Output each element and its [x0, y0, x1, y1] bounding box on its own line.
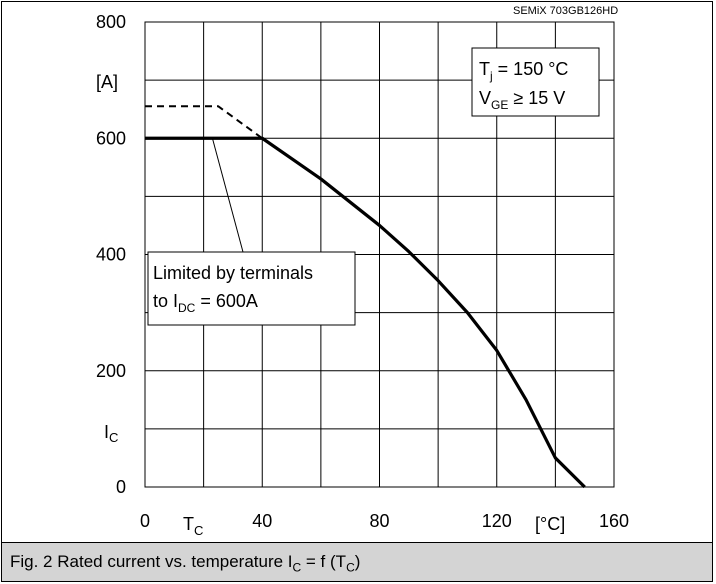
y-axis-symbol: IC — [104, 422, 118, 445]
x-tick-label: 40 — [252, 511, 272, 531]
caption-sub-2: C — [346, 560, 355, 575]
x-tick-label: 160 — [599, 511, 629, 531]
y-axis-symbol-sub: C — [109, 430, 118, 445]
series-line-solid — [145, 136, 586, 489]
conditions-line-2: VGE ≥ 15 V — [479, 88, 565, 112]
annot-rest: = 600A — [195, 291, 258, 311]
annotation-pointer — [211, 138, 244, 253]
annot-sub: DC — [178, 301, 196, 315]
vge-rest: ≥ 15 V — [508, 88, 565, 108]
y-tick-label: 200 — [96, 361, 126, 381]
conditions-box-frame — [471, 47, 600, 117]
figure-caption: Fig. 2 Rated current vs. temperature IC … — [10, 552, 360, 574]
model-label: SEMiX 703GB126HD — [513, 5, 618, 17]
annot-prefix: to I — [153, 291, 178, 311]
caption-sub-1: C — [292, 560, 302, 575]
chart: 0 40 80 120 160 0 200 400 600 800 SEMiX 703GB126… — [96, 5, 629, 538]
x-tick-label: 0 — [140, 511, 150, 531]
y-tick-label: 600 — [96, 128, 126, 148]
x-axis-unit: [°C] — [535, 514, 565, 534]
tj-main: T — [479, 59, 490, 79]
caption-bar: Fig. 2 Rated current vs. temperature IC … — [1, 542, 713, 582]
y-tick-labels: 0 200 400 600 800 — [96, 12, 126, 497]
x-axis-symbol: TC — [183, 514, 203, 538]
y-tick-label: 0 — [116, 477, 126, 497]
y-tick-label: 400 — [96, 245, 126, 265]
conditions-line-1: Tj = 150 °C — [479, 59, 568, 83]
vge-main: V — [479, 88, 491, 108]
annotation-line-2: to IDC = 600A — [153, 291, 258, 315]
tj-sub: j — [489, 69, 493, 83]
x-tick-label: 120 — [482, 511, 512, 531]
tj-rest: = 150 °C — [493, 59, 569, 79]
annotation-frame — [147, 251, 356, 326]
x-tick-label: 80 — [369, 511, 389, 531]
caption-middle: = f (T — [301, 552, 347, 571]
vge-sub: GE — [491, 98, 508, 112]
annotation-line-1: Limited by terminals — [153, 263, 313, 283]
x-axis-symbol-main: T — [183, 514, 194, 534]
caption-suffix: ) — [354, 552, 361, 571]
x-tick-labels: 0 40 80 120 160 — [140, 511, 629, 531]
y-axis-symbol-main: I — [104, 422, 109, 442]
annotation: Limited by terminals to IDC = 600A — [147, 138, 356, 326]
conditions-box: Tj = 150 °C VGE ≥ 15 V — [471, 47, 600, 117]
y-axis-unit: [A] — [96, 72, 118, 92]
series-lines — [145, 105, 586, 489]
caption-prefix: Fig. 2 Rated current vs. temperature I — [10, 552, 293, 571]
series-line-dashed — [145, 105, 263, 140]
x-axis-symbol-sub: C — [194, 523, 203, 538]
y-tick-label: 800 — [96, 12, 126, 32]
